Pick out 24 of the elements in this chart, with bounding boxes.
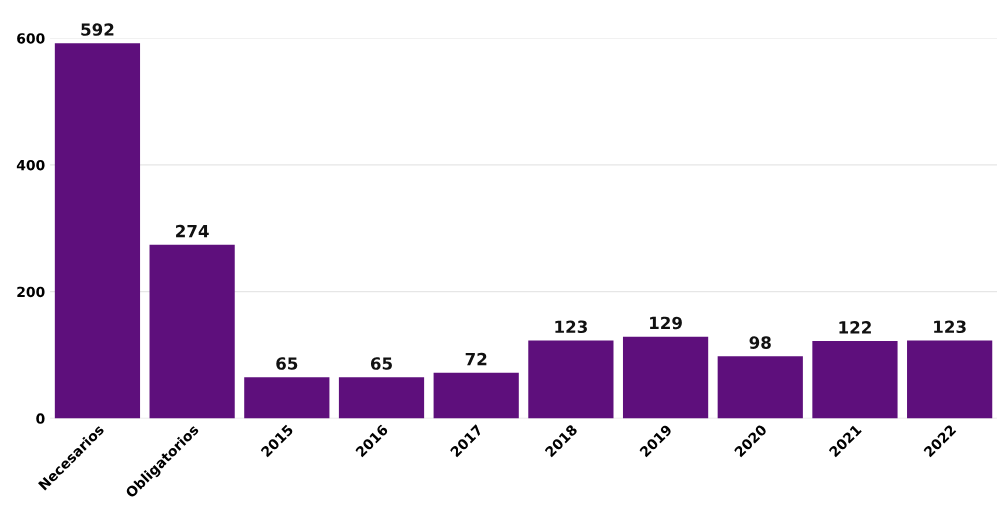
y-tick-label: 600	[17, 33, 45, 44]
y-tick-label: 200	[17, 286, 45, 298]
bar	[338, 377, 425, 419]
data-label: 65	[276, 357, 298, 370]
data-label: 123	[555, 320, 587, 334]
data-label: 65	[370, 357, 392, 370]
bar	[717, 356, 803, 419]
y-tick-label: 400	[16, 159, 45, 171]
bar	[907, 340, 993, 419]
data-label: 592	[81, 23, 114, 36]
data-label: 274	[176, 224, 209, 238]
bar	[54, 43, 141, 419]
data-label: 72	[465, 352, 487, 366]
bar	[622, 336, 709, 419]
y-tick-label: 0	[36, 413, 45, 424]
bar	[244, 377, 330, 419]
data-label: 123	[934, 320, 966, 334]
bar	[528, 340, 614, 419]
bar	[433, 372, 519, 419]
data-label: 98	[749, 336, 771, 349]
data-label: 122	[839, 321, 871, 334]
data-label: 129	[650, 316, 682, 330]
bar	[149, 244, 235, 419]
bar	[812, 341, 898, 419]
